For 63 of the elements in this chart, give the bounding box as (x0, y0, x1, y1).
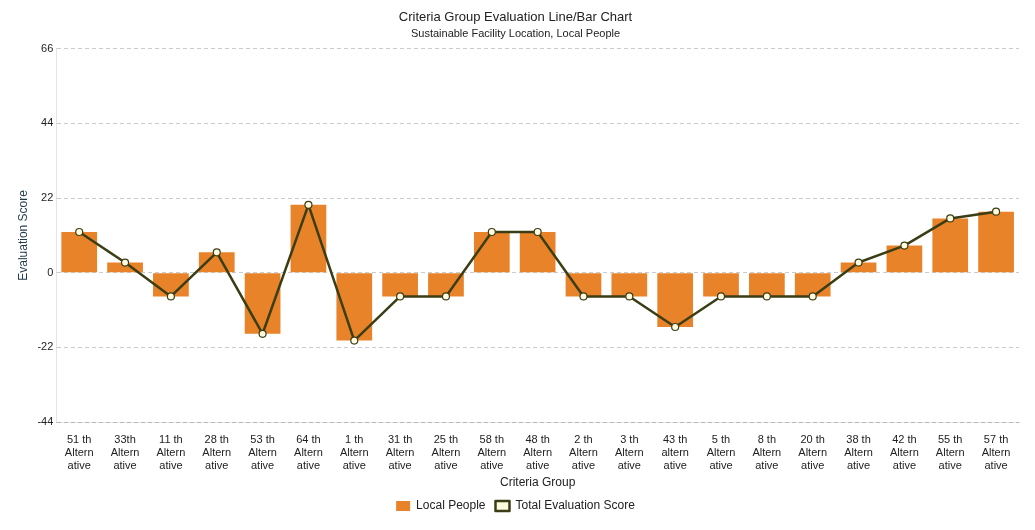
point (75, 227, 84, 237)
point (212, 248, 221, 257)
y-tick-label: 44 (41, 116, 54, 129)
bar (703, 273, 739, 297)
bar (611, 273, 648, 297)
point (900, 241, 909, 250)
x-tick-label: 1 th Altern ative (339, 432, 369, 472)
point (166, 292, 176, 301)
legend-label: Local People (416, 498, 486, 513)
point (304, 200, 313, 209)
point (946, 214, 955, 223)
point (716, 292, 726, 301)
x-tick-label: 57 th Altern ative (981, 432, 1011, 472)
point (625, 292, 634, 301)
legend-label: Total Evaluation Score (515, 498, 636, 513)
point (762, 292, 771, 301)
point (487, 227, 496, 237)
point (579, 292, 588, 301)
x-axis-title: Criteria Group (499, 475, 576, 490)
bar (61, 232, 98, 273)
y-tick-label: 66 (41, 41, 54, 54)
point (258, 329, 267, 338)
x-tick-label: 38 th Altern ative (844, 432, 873, 472)
point (396, 292, 405, 301)
point (991, 207, 1001, 216)
x-tick-label: 53 th Altern ative (248, 432, 277, 472)
x-tick-label: 11 th Altern ative (156, 432, 186, 472)
x-tick-label: 31 th Altern ative (385, 432, 415, 472)
bar (382, 273, 418, 297)
x-tick-label: 64 th Altern ative (294, 432, 323, 472)
point (808, 292, 817, 301)
x-tick-label: 51 th Altern ative (64, 432, 94, 472)
x-tick-label: 42 th Altern ative (890, 432, 919, 472)
point (441, 292, 451, 301)
bar (657, 273, 694, 327)
x-tick-label: 48 th Altern ative (523, 432, 553, 472)
x-tick-label: 28 th Altern ative (202, 432, 232, 472)
x-tick-label: 3 th Altern ative (614, 432, 644, 472)
bar (519, 232, 556, 273)
bar (336, 273, 373, 341)
x-tick-label: 20 th Altern ative (798, 432, 828, 472)
x-tick-label: 25 th Altern ative (431, 432, 461, 472)
bar (978, 211, 1014, 273)
y-tick-label: -22 (37, 340, 54, 353)
point (854, 258, 863, 267)
x-tick-label: 8 th Altern ative (752, 432, 782, 472)
y-axis-title: Evaluation Score (15, 189, 30, 281)
y-tick-label: 0 (47, 265, 54, 278)
chart-title: Criteria Group Evaluation Line/Bar Chart (398, 9, 633, 25)
chart-subtitle: Sustainable Facility Location, Local People (410, 27, 621, 40)
x-tick-label: 33th Altern ative (110, 432, 140, 472)
x-tick-label: 5 th Altern ative (706, 432, 736, 472)
point (533, 227, 542, 237)
x-tick-label: 43 th altern ative (661, 432, 689, 472)
point (671, 322, 680, 332)
x-tick-label: 55 th Altern ative (935, 432, 965, 472)
bar (932, 218, 969, 273)
point (350, 336, 359, 345)
x-tick-label: 2 th Altern ative (569, 432, 598, 472)
y-tick-label: 22 (41, 191, 54, 204)
bar (473, 232, 510, 273)
x-tick-label: 58 th Altern ative (477, 432, 507, 472)
y-tick-label: -44 (37, 415, 54, 428)
